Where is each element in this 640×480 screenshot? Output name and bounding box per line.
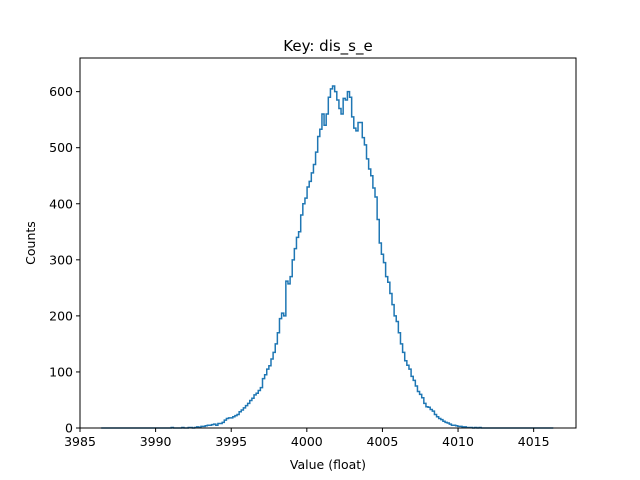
x-axis-label: Value (float) — [290, 457, 366, 472]
axes-frame — [79, 57, 577, 429]
x-tick-label: 4005 — [367, 434, 399, 449]
y-tick-label: 0 — [65, 421, 73, 436]
y-tick-label: 500 — [49, 140, 73, 155]
y-tick-label: 600 — [49, 84, 73, 99]
x-tick-label: 4015 — [518, 434, 550, 449]
x-tick-label: 3990 — [140, 434, 172, 449]
x-tick-label: 3995 — [215, 434, 247, 449]
histogram-step-line — [101, 85, 554, 429]
y-tick-label: 400 — [49, 196, 73, 211]
x-tick-label: 4010 — [442, 434, 474, 449]
y-tick-label: 200 — [49, 308, 73, 323]
y-axis-ticks: 0 100 200 300 400 500 600 — [49, 84, 80, 436]
x-tick-label: 3985 — [64, 434, 96, 449]
y-tick-label: 100 — [49, 364, 73, 379]
x-axis-ticks: 3985 3990 3995 4000 4005 4010 4015 — [64, 428, 550, 449]
y-axis-label: Counts — [23, 221, 38, 265]
y-tick-label: 300 — [49, 252, 73, 267]
x-tick-label: 4000 — [291, 434, 323, 449]
chart-title: Key: dis_s_e — [283, 37, 372, 56]
plot-area — [101, 85, 554, 429]
